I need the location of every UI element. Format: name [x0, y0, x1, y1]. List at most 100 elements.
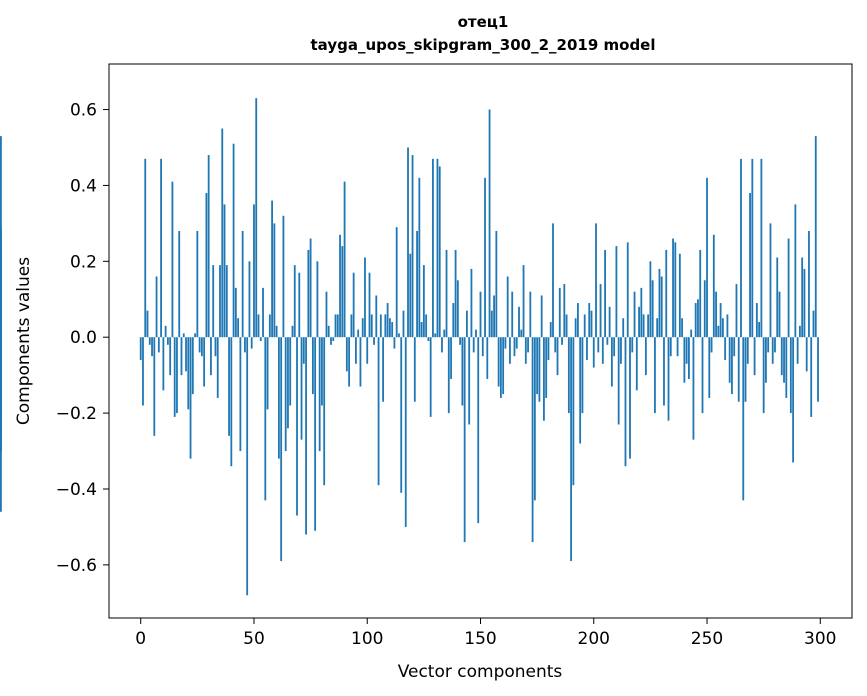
bar [275, 325, 278, 338]
bar [196, 230, 199, 338]
bar [425, 314, 428, 338]
bar [169, 337, 172, 376]
bar [400, 337, 403, 493]
y-tick-label: 0.6 [70, 101, 97, 121]
bar [524, 337, 527, 364]
bar [651, 280, 654, 338]
bar [355, 337, 357, 364]
bar [411, 155, 414, 338]
bar [255, 98, 258, 338]
bar [146, 310, 149, 338]
bar [164, 325, 167, 338]
bar [758, 322, 761, 338]
bar [182, 333, 185, 338]
bar [438, 166, 441, 338]
bar [203, 337, 206, 387]
bar [434, 333, 437, 338]
bar [801, 257, 804, 338]
bar [395, 227, 398, 338]
bar [384, 314, 387, 338]
x-tick-label: 300 [804, 629, 836, 649]
bar [737, 337, 740, 402]
bar [481, 337, 484, 357]
bar [327, 325, 330, 338]
bar [776, 257, 779, 338]
bar [581, 337, 584, 414]
bar [597, 337, 600, 353]
bar [692, 337, 695, 440]
bar [767, 337, 770, 353]
bar [418, 177, 421, 338]
bar [350, 314, 353, 338]
bar [509, 337, 511, 364]
bar [298, 272, 301, 338]
bar [688, 337, 690, 379]
bar [210, 337, 212, 376]
bar [715, 291, 717, 338]
bar [787, 238, 790, 338]
bar [244, 337, 246, 353]
bar [311, 337, 314, 395]
bar [545, 337, 548, 398]
bar [232, 143, 235, 338]
bar [556, 337, 559, 376]
bar [746, 337, 749, 364]
bar [629, 337, 631, 459]
bar [533, 337, 536, 501]
y-tick-label: −0.6 [56, 556, 97, 576]
bar [504, 337, 507, 349]
bar [271, 200, 273, 338]
bar [606, 337, 609, 345]
bar [656, 318, 659, 338]
bar [268, 314, 271, 338]
bar [191, 337, 194, 395]
bar [726, 314, 729, 338]
bar [620, 337, 622, 364]
bar [307, 249, 310, 338]
bar [765, 337, 767, 383]
bar [554, 337, 557, 353]
bar [282, 215, 285, 338]
bar [649, 261, 652, 338]
bar [771, 337, 774, 364]
bar [264, 337, 267, 501]
bar [513, 337, 516, 357]
y-tick-label: −0.4 [56, 480, 97, 500]
bar [798, 325, 801, 338]
bar [499, 337, 502, 398]
bar [341, 246, 344, 338]
bar [402, 310, 405, 338]
y-tick-label: 0.2 [70, 252, 97, 272]
bar [463, 337, 466, 543]
bar [633, 291, 636, 338]
bar [219, 265, 221, 338]
bar [370, 314, 373, 338]
bar [563, 284, 566, 338]
bar [445, 249, 448, 338]
bar [330, 337, 332, 345]
bar [484, 177, 486, 338]
bar [223, 204, 226, 338]
bar [205, 193, 208, 338]
bar [678, 253, 681, 338]
y-axis-ticks: −0.6 −0.4 −0.2 0.0 0.2 0.4 0.6 [56, 101, 109, 576]
bar [323, 337, 326, 486]
bar [536, 337, 539, 395]
bar [490, 310, 493, 338]
bar [617, 337, 620, 425]
bar [198, 337, 201, 353]
bar [166, 337, 169, 345]
bar [160, 158, 162, 338]
bar [522, 265, 525, 338]
bar [357, 329, 360, 338]
bar [413, 337, 416, 402]
bar [667, 337, 670, 421]
bar [447, 337, 450, 414]
bar [552, 223, 554, 338]
bar [685, 337, 688, 364]
bar [774, 337, 776, 353]
bar [398, 333, 400, 338]
bar [780, 337, 783, 376]
bar [151, 337, 153, 357]
bar [246, 337, 249, 596]
